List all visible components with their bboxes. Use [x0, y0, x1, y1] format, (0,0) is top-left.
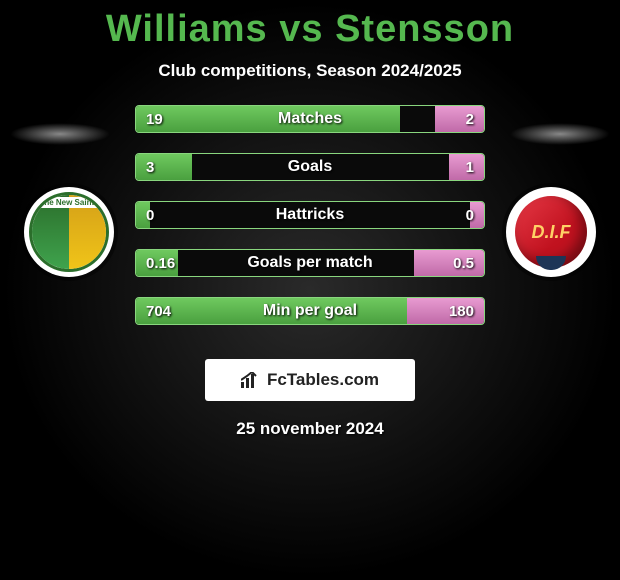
- team-crest-right: D.I.F: [506, 187, 596, 277]
- player-shadow-right: [510, 123, 610, 145]
- stat-label: Matches: [136, 106, 484, 132]
- page-title: Williams vs Stensson: [0, 0, 620, 51]
- brand-text: FcTables.com: [267, 370, 379, 390]
- crest-right-text: D.I.F: [515, 196, 587, 268]
- brand-badge: FcTables.com: [205, 359, 415, 401]
- stat-bar: 19Matches2: [135, 105, 485, 133]
- stat-value-right: 1: [466, 154, 474, 180]
- chart-icon: [241, 372, 261, 388]
- stat-bars: 19Matches2 3Goals1 0Hattricks0 0.16Goals pe…: [135, 105, 485, 345]
- stat-label: Min per goal: [136, 298, 484, 324]
- stat-bar: 0.16Goals per match0.5: [135, 249, 485, 277]
- team-crest-left: The New Saints: [24, 187, 114, 277]
- stat-bar: 0Hattricks0: [135, 201, 485, 229]
- stat-value-right: 0: [466, 202, 474, 228]
- stat-bar: 3Goals1: [135, 153, 485, 181]
- player-shadow-left: [10, 123, 110, 145]
- stat-label: Hattricks: [136, 202, 484, 228]
- crest-left-ribbon: The New Saints: [32, 197, 106, 208]
- stats-arena: The New Saints D.I.F 19Matches2 3Goals1 0H…: [0, 105, 620, 345]
- stat-label: Goals: [136, 154, 484, 180]
- stat-label: Goals per match: [136, 250, 484, 276]
- stat-value-right: 0.5: [453, 250, 474, 276]
- subtitle: Club competitions, Season 2024/2025: [0, 61, 620, 81]
- comparison-card: Williams vs Stensson Club competitions, …: [0, 0, 620, 580]
- stat-value-right: 180: [449, 298, 474, 324]
- stat-value-right: 2: [466, 106, 474, 132]
- date-text: 25 november 2024: [0, 419, 620, 439]
- stat-bar: 704Min per goal180: [135, 297, 485, 325]
